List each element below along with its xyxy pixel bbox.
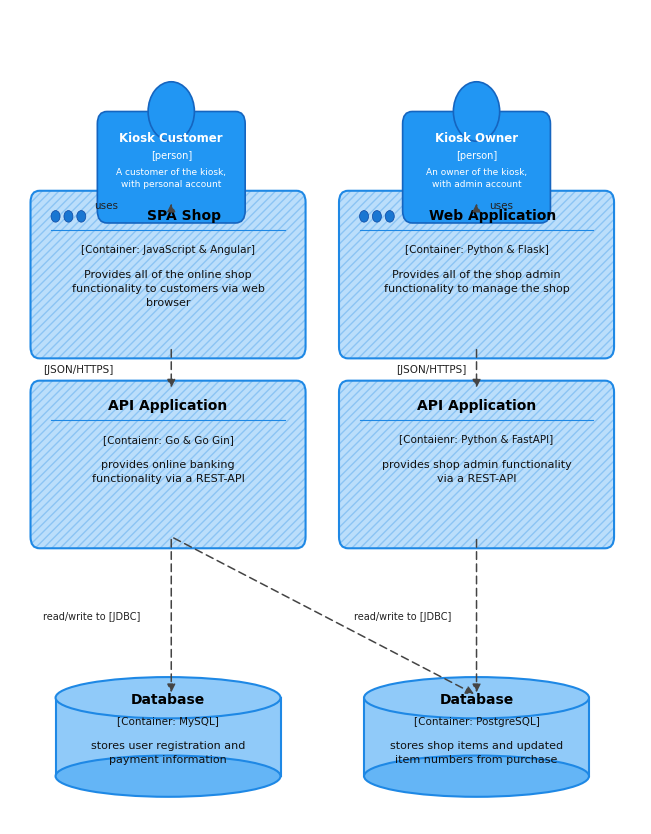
Text: stores shop items and updated
item numbers from purchase: stores shop items and updated item numbe…: [390, 741, 563, 766]
Text: [person]: [person]: [150, 151, 192, 161]
Text: Web Application: Web Application: [429, 209, 556, 223]
FancyBboxPatch shape: [98, 112, 245, 223]
Text: [Container: PostgreSQL]: [Container: PostgreSQL]: [413, 717, 540, 727]
Text: Database: Database: [439, 693, 514, 706]
Circle shape: [51, 210, 60, 222]
FancyBboxPatch shape: [339, 191, 614, 359]
Text: [JSON/HTTPS]: [JSON/HTTPS]: [396, 364, 467, 374]
Text: read/write to [JDBC]: read/write to [JDBC]: [354, 612, 452, 622]
Circle shape: [64, 210, 73, 222]
Ellipse shape: [55, 756, 281, 796]
Text: uses: uses: [94, 202, 118, 212]
Text: Kiosk Owner: Kiosk Owner: [435, 132, 518, 145]
Text: Provides all of the shop admin
functionality to manage the shop: Provides all of the shop admin functiona…: [383, 270, 570, 294]
Text: uses: uses: [490, 202, 514, 212]
Text: API Application: API Application: [417, 399, 536, 413]
Circle shape: [453, 82, 500, 141]
Bar: [55, 698, 281, 776]
Text: provides shop admin functionality
via a REST-API: provides shop admin functionality via a …: [381, 460, 572, 484]
FancyBboxPatch shape: [339, 380, 614, 548]
Circle shape: [385, 210, 395, 222]
Circle shape: [372, 210, 381, 222]
Text: stores user registration and
payment information: stores user registration and payment inf…: [91, 741, 245, 766]
Text: SPA Shop: SPA Shop: [147, 209, 221, 223]
Text: read/write to [JDBC]: read/write to [JDBC]: [43, 612, 140, 622]
Text: [Container: Python & Flask]: [Container: Python & Flask]: [404, 245, 548, 255]
Circle shape: [359, 210, 368, 222]
Text: Database: Database: [131, 693, 205, 706]
Ellipse shape: [55, 677, 281, 718]
Text: An owner of the kiosk,
with admin account: An owner of the kiosk, with admin accoun…: [426, 168, 527, 189]
Ellipse shape: [364, 756, 589, 796]
Text: [Contaienr: Python & FastAPI]: [Contaienr: Python & FastAPI]: [400, 435, 553, 445]
Text: API Application: API Application: [109, 399, 228, 413]
Text: [Container: JavaScript & Angular]: [Container: JavaScript & Angular]: [81, 245, 255, 255]
Text: [JSON/HTTPS]: [JSON/HTTPS]: [43, 364, 113, 374]
FancyBboxPatch shape: [402, 112, 551, 223]
Ellipse shape: [364, 677, 589, 718]
Circle shape: [77, 210, 86, 222]
FancyBboxPatch shape: [31, 380, 305, 548]
Text: provides online banking
functionality via a REST-API: provides online banking functionality vi…: [92, 460, 245, 484]
Text: A customer of the kiosk,
with personal account: A customer of the kiosk, with personal a…: [117, 168, 227, 189]
Text: Kiosk Customer: Kiosk Customer: [119, 132, 223, 145]
Text: [Container: MySQL]: [Container: MySQL]: [117, 717, 219, 727]
Text: [person]: [person]: [456, 151, 497, 161]
FancyBboxPatch shape: [31, 191, 305, 359]
Text: [Contaienr: Go & Go Gin]: [Contaienr: Go & Go Gin]: [103, 435, 234, 445]
Text: Provides all of the online shop
functionality to customers via web
browser: Provides all of the online shop function…: [72, 270, 264, 308]
Bar: [364, 698, 589, 776]
Circle shape: [148, 82, 195, 141]
